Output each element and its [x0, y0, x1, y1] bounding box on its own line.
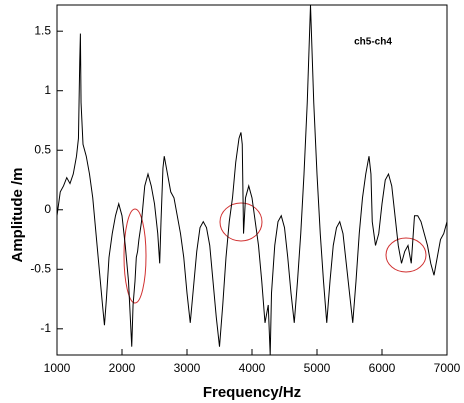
highlight-ellipse	[219, 202, 263, 242]
annotation: ch5-ch4	[354, 37, 392, 48]
x-tick-label: 6000	[369, 361, 396, 375]
y-axis-title: Amplitude /m	[9, 167, 26, 262]
y-tick-label: -1	[40, 321, 51, 335]
highlight-ellipse	[123, 208, 147, 304]
y-tick-label: 0	[44, 202, 51, 216]
x-tick-label: 4000	[239, 361, 266, 375]
y-tick-label: 1.5	[34, 23, 51, 37]
x-axis-title: Frequency/Hz	[203, 384, 301, 401]
y-tick-label: 1	[44, 83, 51, 97]
highlight-ellipse	[385, 237, 427, 273]
plot-frame	[56, 4, 448, 356]
x-tick-label: 3000	[174, 361, 201, 375]
y-tick-label: 0.5	[34, 142, 51, 156]
data-line	[56, 4, 448, 356]
x-tick-label: 7000	[434, 361, 461, 375]
y-tick-label: -0.5	[30, 261, 51, 275]
x-tick-label: 5000	[304, 361, 331, 375]
x-tick-label: 1000	[44, 361, 71, 375]
x-tick-label: 2000	[109, 361, 136, 375]
